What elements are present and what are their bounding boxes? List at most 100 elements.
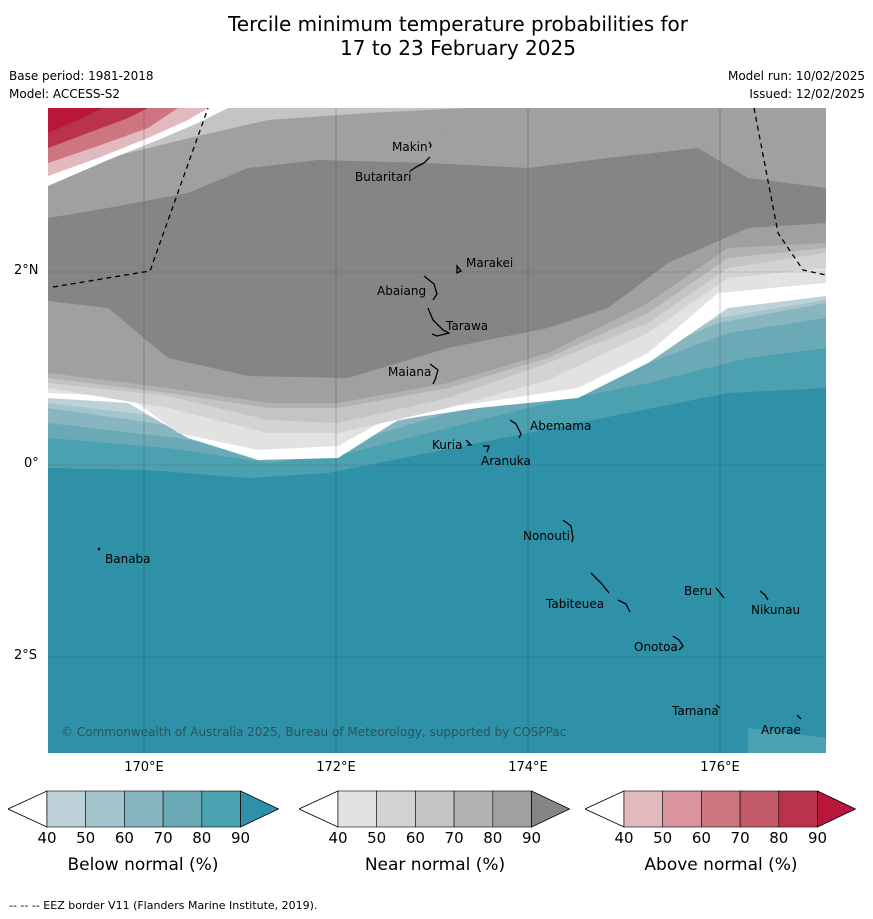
label-makin: Makin [392, 140, 428, 154]
colorbar-tick: 70 [153, 829, 173, 847]
label-kuria: Kuria [432, 438, 463, 452]
island-kuria [465, 439, 473, 446]
colorbar-tick: 40 [328, 829, 348, 847]
label-abemama: Abemama [530, 419, 591, 433]
island-tamana [715, 704, 721, 709]
eez-footnote: -- -- -- EEZ border V11 (Flanders Marine… [9, 899, 318, 912]
island-beru [715, 587, 725, 599]
colorbar-near-label: Near normal (%) [364, 855, 506, 875]
colorbar-tick: 80 [192, 829, 212, 847]
colorbar-segment [337, 790, 378, 828]
colorbar-segment [162, 790, 203, 828]
label-tarawa: Tarawa [445, 319, 488, 333]
colorbar-extend-high [240, 790, 280, 828]
probability-map: Makin Butaritari Marakei Abaiang Tarawa … [48, 108, 826, 753]
island-nikunau [759, 590, 769, 601]
island-maiana [429, 363, 439, 385]
colorbar-extend-low [585, 790, 625, 828]
label-abaiang: Abaiang [377, 284, 426, 298]
island-aranuka [483, 445, 490, 453]
colorbar-segment [415, 790, 455, 828]
near-90-region [48, 148, 826, 378]
lat-tick-0: 0° [24, 456, 39, 471]
colorbar-tick: 50 [76, 829, 96, 847]
label-aranuka: Aranuka [481, 454, 531, 468]
colorbar-tick: 60 [114, 829, 134, 847]
colorbar-extend-low [299, 790, 339, 828]
colorbar-segment [662, 790, 702, 828]
colorbar-tick: 60 [405, 829, 425, 847]
colorbar-tick: 70 [730, 829, 750, 847]
colorbar-above-normal [585, 790, 857, 828]
lon-tick-176: 176°E [700, 760, 740, 775]
colorbar-tick: 40 [614, 829, 634, 847]
colorbar-above-label: Above normal (%) [644, 855, 798, 875]
colorbar-segment [492, 790, 532, 828]
colorbar-segment [376, 790, 416, 828]
colorbar-segment [701, 790, 741, 828]
eez-border-east [753, 108, 826, 276]
island-nonouti [562, 519, 574, 543]
colorbar-tick: 80 [483, 829, 503, 847]
colorbar-tick: 80 [769, 829, 789, 847]
colorbar-segment [739, 790, 780, 828]
colorbar-segment [778, 790, 818, 828]
model-run: Model run: 10/02/2025 [727, 69, 865, 83]
colorbar-extend-high [531, 790, 571, 828]
lat-tick-2s: 2°S [14, 648, 38, 663]
above-90-region [48, 108, 103, 133]
colorbar-segment [124, 790, 164, 828]
model-name: Model: ACCESS-S2 [9, 87, 121, 101]
label-arorae: Arorae [761, 723, 801, 737]
island-tarawa [427, 307, 451, 337]
island-marakei [456, 264, 463, 275]
colorbar-segment [85, 790, 125, 828]
colorbar-tick: 50 [367, 829, 387, 847]
colorbar-segment [46, 790, 87, 828]
title-line-2: 17 to 23 February 2025 [340, 36, 576, 60]
colorbar-tick: 40 [37, 829, 57, 847]
island-arorae [796, 714, 802, 720]
colorbar-below-label: Below normal (%) [67, 855, 219, 875]
map-title: Tercile minimum temperature probabilitie… [0, 12, 873, 60]
issued-date: Issued: 12/02/2025 [749, 87, 865, 101]
title-line-1: Tercile minimum temperature probabilitie… [227, 12, 689, 36]
colorbar-extend-high [817, 790, 857, 828]
colorbar-segment [623, 790, 664, 828]
label-nonouti: Nonouti [523, 529, 570, 543]
base-period: Base period: 1981-2018 [9, 69, 154, 83]
island-makin [428, 141, 432, 149]
lon-tick-170: 170°E [124, 760, 164, 775]
colorbar-segment [201, 790, 241, 828]
colorbar-below-normal [8, 790, 280, 828]
colorbar-tick: 90 [230, 829, 251, 847]
colorbar-segment [453, 790, 494, 828]
island-abemama [509, 419, 522, 439]
colorbar-tick: 70 [444, 829, 464, 847]
colorbar-extend-low [8, 790, 48, 828]
island-onotoa [672, 635, 684, 651]
near-80-top-region [48, 108, 826, 203]
label-butaritari: Butaritari [355, 170, 412, 184]
colorbar-tick: 50 [653, 829, 673, 847]
colorbar-tick: 90 [807, 829, 828, 847]
label-marakei: Marakei [466, 256, 513, 270]
label-banaba: Banaba [105, 552, 151, 566]
label-onotoa: Onotoa [634, 640, 678, 654]
island-abaiang [423, 275, 438, 301]
label-nikunau: Nikunau [751, 603, 800, 617]
lat-tick-2n: 2°N [14, 263, 39, 278]
island-banaba [97, 547, 101, 551]
label-tamana: Tamana [671, 704, 719, 718]
lon-tick-172: 172°E [316, 760, 356, 775]
island-butaritari [409, 156, 431, 172]
colorbar-tick: 90 [521, 829, 542, 847]
lon-tick-174: 174°E [508, 760, 548, 775]
label-tabiteuea: Tabiteuea [545, 597, 604, 611]
copyright-notice: © Commonwealth of Australia 2025, Bureau… [61, 725, 566, 739]
label-beru: Beru [684, 584, 712, 598]
colorbar-tick: 60 [691, 829, 711, 847]
island-tabiteuea [590, 572, 631, 613]
colorbar-near-normal [299, 790, 571, 828]
label-maiana: Maiana [388, 365, 431, 379]
